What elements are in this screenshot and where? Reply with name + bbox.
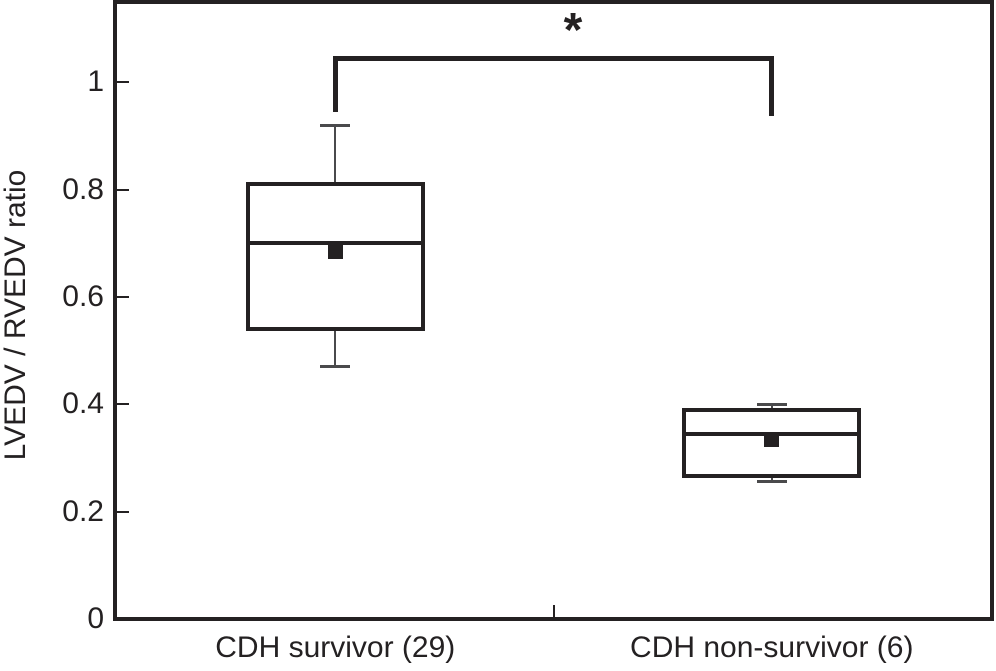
y-tick-label: 0.4 [62, 387, 104, 421]
box-median-line [249, 241, 421, 246]
y-tick [117, 296, 129, 299]
y-tick-label: 0 [87, 602, 104, 635]
y-tick [117, 618, 129, 620]
plot-frame [113, 0, 994, 621]
significance-bracket [332, 55, 775, 61]
significance-bracket [769, 55, 775, 117]
box [245, 182, 425, 332]
box-whisker-line [770, 476, 773, 482]
box-mean-marker [764, 431, 780, 447]
box-whisker-cap [320, 123, 351, 127]
box-whisker-line [334, 329, 337, 367]
x-category-label: CDH survivor (29) [215, 631, 456, 664]
y-tick [117, 510, 129, 513]
y-tick-label: 0.2 [62, 494, 104, 528]
box-whisker-cap [320, 365, 351, 369]
y-tick [117, 188, 129, 191]
box-mean-marker [327, 243, 343, 259]
significance-bracket [332, 55, 338, 112]
x-category-label: CDH non-survivor (6) [630, 631, 914, 664]
box-whisker-line [770, 404, 773, 410]
y-tick-label: 1 [87, 65, 104, 99]
box-whisker-line [334, 125, 337, 185]
significance-label: * [563, 4, 583, 57]
box-whisker-cap [756, 402, 787, 406]
y-tick [117, 81, 129, 84]
x-tick [553, 605, 555, 617]
y-tick-label: 0.8 [62, 172, 104, 206]
box-whisker-cap [756, 480, 787, 484]
y-tick-label: 0.6 [62, 280, 104, 314]
y-tick [117, 403, 129, 406]
